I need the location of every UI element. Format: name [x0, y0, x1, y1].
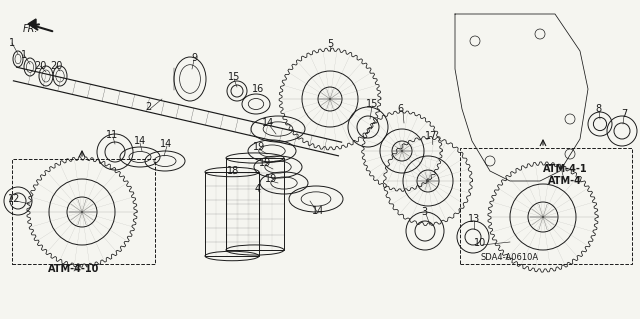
Text: 7: 7 — [621, 109, 627, 119]
Text: 18: 18 — [227, 166, 239, 176]
Text: 11: 11 — [106, 130, 118, 140]
Text: 15: 15 — [366, 99, 378, 109]
Text: 13: 13 — [468, 214, 480, 224]
Text: 12: 12 — [8, 194, 20, 204]
Text: FR.: FR. — [22, 24, 38, 34]
Text: 4: 4 — [255, 184, 261, 194]
Text: 14: 14 — [134, 136, 146, 146]
Polygon shape — [28, 19, 36, 29]
Text: 14: 14 — [262, 118, 274, 128]
Text: 17: 17 — [425, 131, 437, 141]
Text: 15: 15 — [228, 72, 240, 82]
Text: 14: 14 — [160, 139, 172, 149]
Text: ATM-4-10: ATM-4-10 — [48, 264, 100, 274]
Text: 19: 19 — [265, 174, 277, 184]
Bar — [205, 172, 259, 256]
Text: 20: 20 — [50, 61, 62, 71]
Text: 8: 8 — [595, 104, 601, 114]
Text: 3: 3 — [421, 207, 427, 217]
Text: 20: 20 — [34, 61, 46, 71]
Text: SDA4-A0610A: SDA4-A0610A — [481, 253, 539, 262]
Text: 9: 9 — [191, 53, 197, 63]
Text: 1: 1 — [9, 38, 15, 48]
Bar — [460, 148, 632, 264]
Text: ATM-4: ATM-4 — [548, 176, 582, 186]
Text: 6: 6 — [397, 104, 403, 114]
Text: 1: 1 — [21, 50, 27, 60]
Text: 14: 14 — [312, 206, 324, 216]
Bar — [12, 159, 155, 264]
Text: 10: 10 — [474, 238, 486, 248]
Text: ATM-4-1: ATM-4-1 — [543, 164, 588, 174]
Text: 19: 19 — [259, 158, 271, 168]
Bar — [226, 158, 284, 250]
Text: 19: 19 — [253, 142, 265, 152]
Text: 16: 16 — [252, 84, 264, 94]
Text: 2: 2 — [145, 102, 151, 112]
Text: 5: 5 — [327, 39, 333, 49]
